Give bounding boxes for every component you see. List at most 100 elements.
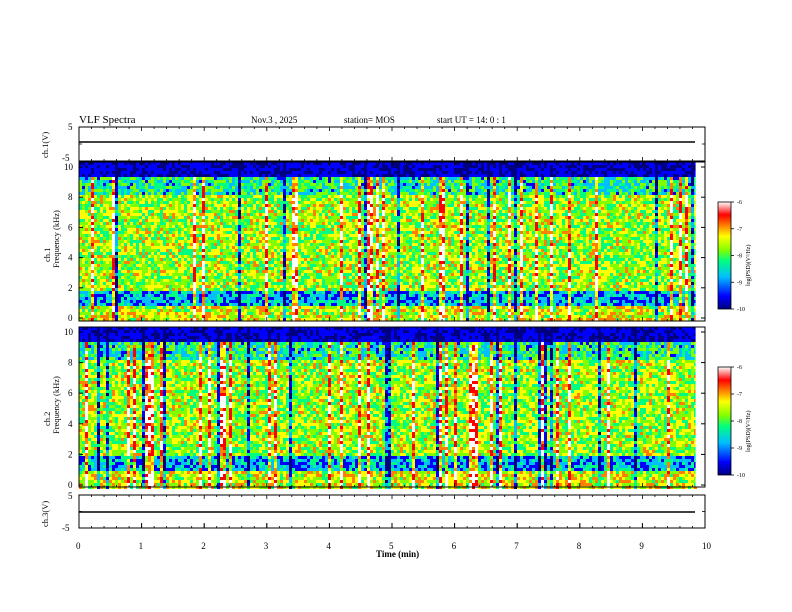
spectrogram-cell bbox=[325, 279, 328, 282]
spectrogram-cell bbox=[304, 258, 307, 261]
spectrogram-cell bbox=[145, 276, 148, 279]
spectrogram-cell bbox=[178, 249, 181, 252]
spectrogram-cell bbox=[244, 315, 247, 318]
spectrogram-cell bbox=[334, 219, 337, 222]
spectrogram-cell bbox=[256, 270, 259, 273]
spectrogram-cell bbox=[187, 309, 190, 312]
spectrogram-cell bbox=[214, 186, 217, 189]
spectrogram-cell bbox=[175, 165, 178, 168]
spectrogram-cell bbox=[118, 309, 121, 312]
spectrogram-cell bbox=[340, 210, 343, 213]
spectrogram-cell bbox=[91, 243, 94, 246]
spectrogram-cell bbox=[343, 306, 346, 309]
spectrogram-cell bbox=[235, 231, 238, 234]
spectrogram-cell bbox=[319, 222, 322, 225]
spectrogram-cell bbox=[175, 186, 178, 189]
spectrogram-cell bbox=[256, 171, 259, 174]
spectrogram-cell bbox=[91, 222, 94, 225]
spectrogram-cell bbox=[286, 228, 289, 231]
spectrogram-cell bbox=[271, 261, 274, 264]
spectrogram-cell bbox=[172, 225, 175, 228]
spectrogram-cell bbox=[124, 234, 127, 237]
spectrogram-cell bbox=[94, 267, 97, 270]
spectrogram-cell bbox=[271, 267, 274, 270]
spectrogram-cell bbox=[163, 228, 166, 231]
spectrogram-cell bbox=[340, 183, 343, 186]
spectrogram-cell bbox=[328, 165, 331, 168]
spectrogram-cell bbox=[187, 165, 190, 168]
spectrogram-cell bbox=[193, 237, 196, 240]
spectrogram-cell bbox=[316, 309, 319, 312]
spectrogram-cell bbox=[256, 168, 259, 171]
spectrogram-cell bbox=[259, 207, 262, 210]
spectrogram-cell bbox=[244, 180, 247, 183]
spectrogram-cell bbox=[130, 282, 133, 285]
spectrogram-cell bbox=[301, 189, 304, 192]
spectrogram-cell bbox=[220, 273, 223, 276]
spectrogram-cell bbox=[304, 171, 307, 174]
spectrogram-cell bbox=[223, 177, 226, 180]
spectrogram-cell bbox=[244, 252, 247, 255]
spectrogram-cell bbox=[346, 243, 349, 246]
spectrogram-cell bbox=[262, 207, 265, 210]
spectrogram-cell bbox=[337, 237, 340, 240]
spectrogram-cell bbox=[187, 318, 190, 321]
spectrogram-cell bbox=[277, 234, 280, 237]
spectrogram-cell bbox=[316, 294, 319, 297]
spectrogram-cell bbox=[349, 177, 352, 180]
spectrogram-cell bbox=[100, 243, 103, 246]
spectrogram-cell bbox=[313, 192, 316, 195]
spectrogram-cell bbox=[166, 315, 169, 318]
spectrogram-cell bbox=[145, 246, 148, 249]
spectrogram-cell bbox=[130, 285, 133, 288]
spectrogram-cell bbox=[136, 162, 139, 165]
spectrogram-cell bbox=[169, 297, 172, 300]
spectrogram-cell bbox=[88, 213, 91, 216]
spectrogram-cell bbox=[358, 210, 361, 213]
spectrogram-cell bbox=[238, 306, 241, 309]
spectrogram-cell bbox=[199, 243, 202, 246]
spectrogram-cell bbox=[187, 303, 190, 306]
spectrogram-cell bbox=[355, 174, 358, 177]
spectrogram-cell bbox=[358, 195, 361, 198]
spectrogram-cell bbox=[100, 213, 103, 216]
spectrogram-cell bbox=[190, 180, 193, 183]
spectrogram-cell bbox=[79, 309, 82, 312]
spectrogram-cell bbox=[181, 243, 184, 246]
spectrogram-cell bbox=[229, 318, 232, 321]
spectrogram-cell bbox=[178, 189, 181, 192]
spectrogram-cell bbox=[145, 267, 148, 270]
spectrogram-cell bbox=[124, 171, 127, 174]
spectrogram-cell bbox=[130, 192, 133, 195]
spectrogram-cell bbox=[166, 318, 169, 321]
spectrogram-cell bbox=[325, 228, 328, 231]
spectrogram-cell bbox=[88, 276, 91, 279]
spectrogram-cell bbox=[187, 282, 190, 285]
spectrogram-cell bbox=[127, 276, 130, 279]
spectrogram-cell bbox=[310, 297, 313, 300]
spectrogram-cell bbox=[319, 243, 322, 246]
spectrogram-cell bbox=[139, 249, 142, 252]
spectrogram-cell bbox=[109, 276, 112, 279]
spectrogram-cell bbox=[241, 270, 244, 273]
spectrogram-cell bbox=[106, 297, 109, 300]
spectrogram-cell bbox=[82, 213, 85, 216]
spectrogram-cell bbox=[136, 249, 139, 252]
spectrogram-cell bbox=[124, 282, 127, 285]
spectrogram-cell bbox=[262, 213, 265, 216]
spectrogram-cell bbox=[271, 252, 274, 255]
spectrogram-cell bbox=[229, 270, 232, 273]
spectrogram-cell bbox=[85, 279, 88, 282]
spectrogram-cell bbox=[304, 237, 307, 240]
spectrogram-cell bbox=[115, 270, 118, 273]
spectrogram-cell bbox=[295, 240, 298, 243]
spectrogram-cell bbox=[220, 222, 223, 225]
spectrogram-cell bbox=[280, 270, 283, 273]
spectrogram-cell bbox=[145, 201, 148, 204]
spectrogram-cell bbox=[259, 234, 262, 237]
spectrogram-cell bbox=[196, 285, 199, 288]
spectrogram-cell bbox=[280, 210, 283, 213]
spectrogram-cell bbox=[286, 234, 289, 237]
spectrogram-cell bbox=[247, 168, 250, 171]
spectrogram-cell bbox=[79, 180, 82, 183]
